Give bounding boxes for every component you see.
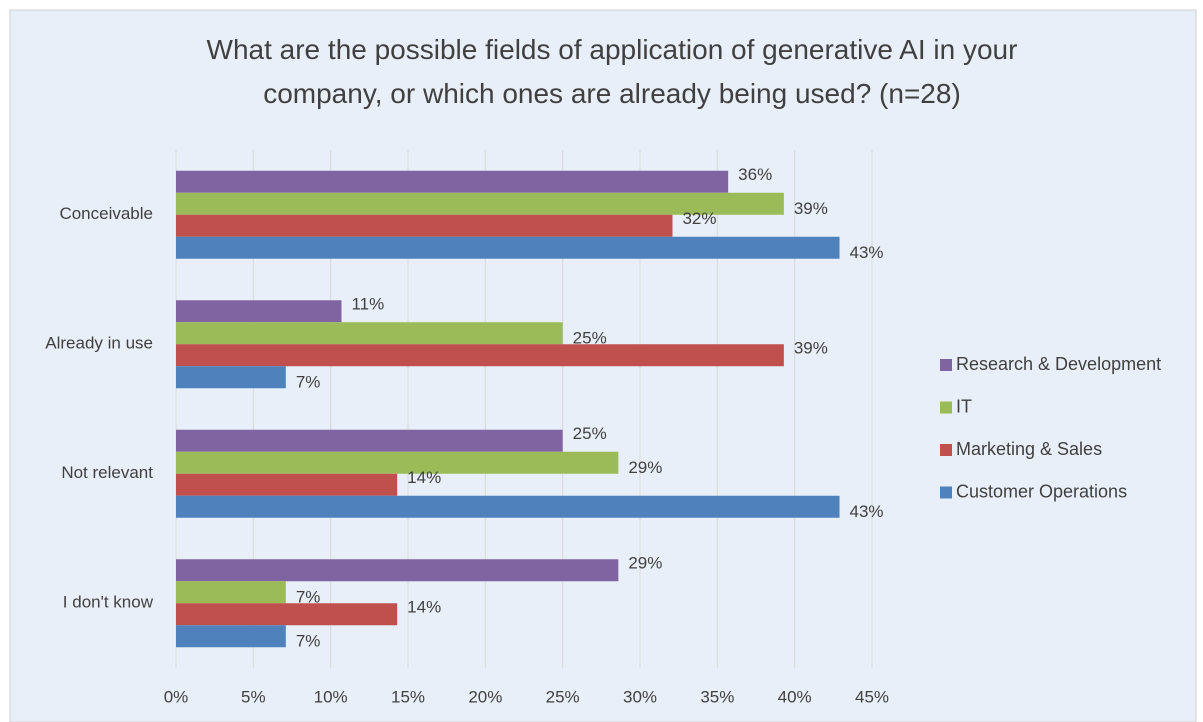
y-tick-label: Not relevant [61, 463, 153, 482]
bar [176, 625, 286, 648]
bar [176, 192, 784, 215]
x-tick-label: 0% [164, 687, 189, 706]
value-label: 29% [628, 554, 662, 573]
legend-swatch [940, 444, 952, 456]
x-tick-label: 5% [241, 687, 266, 706]
bar [176, 300, 342, 323]
value-label: 25% [573, 329, 607, 348]
value-label: 7% [296, 373, 321, 392]
x-tick-label: 45% [855, 687, 889, 706]
bar [176, 581, 286, 604]
legend-label: Marketing & Sales [956, 439, 1102, 459]
x-tick-label: 20% [468, 687, 502, 706]
x-tick-label: 10% [314, 687, 348, 706]
value-label: 29% [628, 458, 662, 477]
bar [176, 559, 619, 582]
value-label: 14% [407, 468, 441, 487]
value-label: 7% [296, 588, 321, 607]
legend-label: IT [956, 396, 972, 416]
y-tick-label: Already in use [45, 334, 153, 353]
bar [176, 451, 619, 474]
bar [176, 236, 840, 259]
value-label: 39% [794, 339, 828, 358]
bar [176, 322, 563, 345]
value-label: 25% [573, 424, 607, 443]
x-tick-label: 25% [546, 687, 580, 706]
value-label: 36% [738, 165, 772, 184]
x-tick-label: 40% [778, 687, 812, 706]
bar [176, 603, 398, 626]
bar [176, 170, 729, 193]
bar [176, 344, 784, 367]
value-label: 32% [682, 209, 716, 228]
bar [176, 366, 286, 389]
x-tick-label: 35% [700, 687, 734, 706]
value-label: 43% [850, 243, 884, 262]
legend-swatch [940, 486, 952, 499]
legend-label: Research & Development [956, 354, 1161, 374]
value-label: 11% [351, 295, 384, 314]
y-tick-label: I don't know [63, 593, 154, 612]
y-tick-label: Conceivable [59, 204, 153, 223]
value-label: 43% [850, 502, 884, 521]
legend-swatch [940, 401, 952, 414]
chart-title: What are the possible fields of applicat… [207, 34, 1018, 109]
legend-label: Customer Operations [956, 481, 1127, 501]
bar [176, 429, 563, 452]
value-label: 14% [407, 598, 441, 617]
bar [176, 473, 398, 496]
value-label: 7% [296, 632, 321, 651]
x-tick-label: 15% [391, 687, 425, 706]
value-label: 39% [794, 199, 828, 218]
bar [176, 495, 840, 518]
legend-swatch [940, 359, 952, 371]
x-tick-label: 30% [623, 687, 657, 706]
bar [176, 214, 673, 237]
